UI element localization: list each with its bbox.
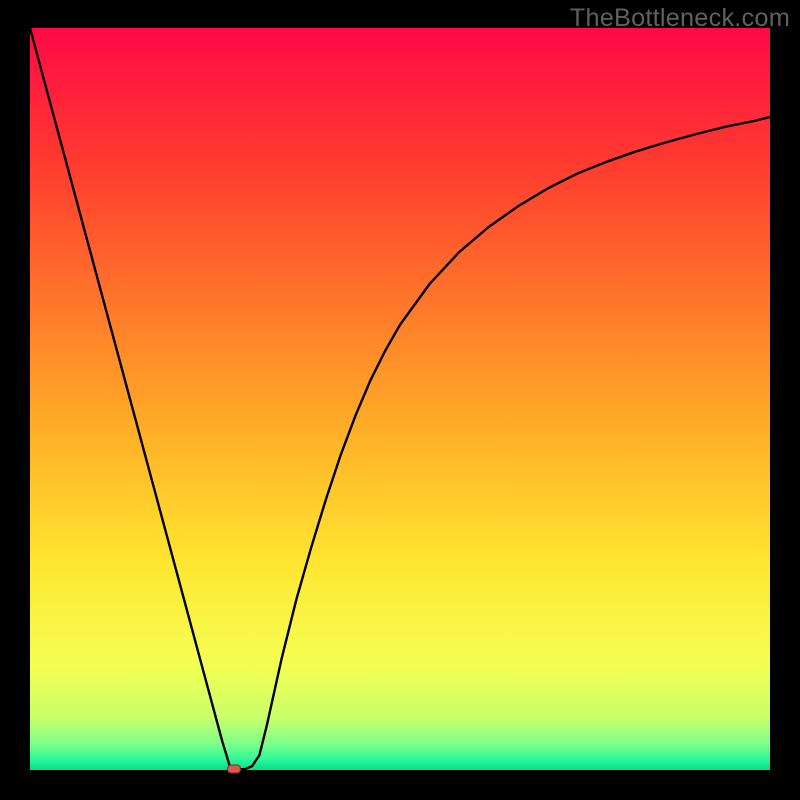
chart-container: TheBottleneck.com xyxy=(0,0,800,800)
plot-area xyxy=(30,28,770,770)
watermark-label: TheBottleneck.com xyxy=(570,4,790,33)
minimum-marker xyxy=(227,765,241,774)
bottleneck-curve xyxy=(30,28,770,769)
curve-layer xyxy=(30,28,770,770)
